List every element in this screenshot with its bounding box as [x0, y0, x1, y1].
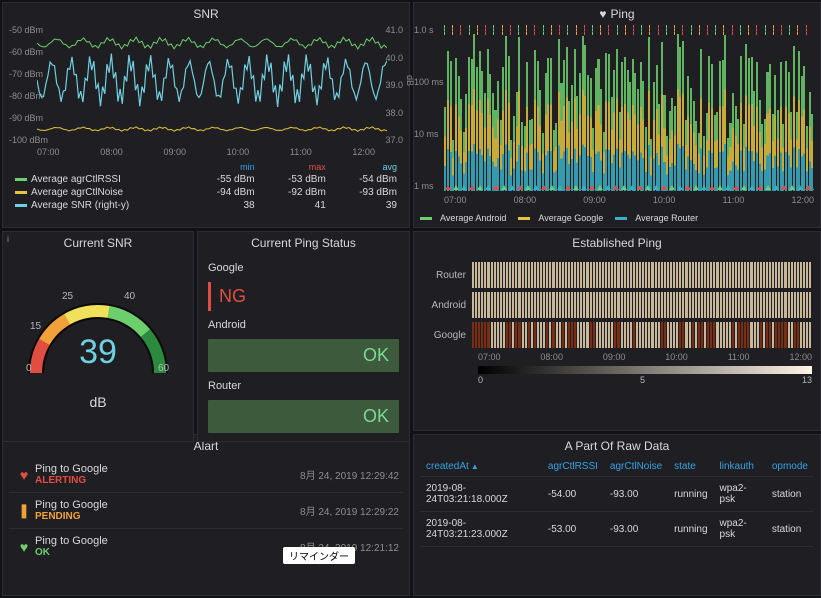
ping-legend: Average Android Average Google Average Rou… — [414, 209, 820, 227]
col-avg[interactable]: avg — [332, 161, 403, 173]
col-max[interactable]: max — [261, 161, 332, 173]
raw-data-panel: A Part Of Raw Data createdAt▲agrCtlRSSIa… — [413, 434, 821, 596]
legend-row[interactable]: Average SNR (right-y)384139 — [9, 199, 403, 212]
est-gradient-ticks: 0513 — [422, 374, 812, 385]
raw-col-linkauth[interactable]: linkauth — [714, 457, 766, 477]
ping-x-axis: 07:0008:0009:0010:0011:0012:00 — [444, 195, 814, 205]
alart-name: Ping to Google — [35, 463, 300, 475]
alart-item[interactable]: ♥ Ping to Google ALERTING 8月 24, 2019 12… — [9, 457, 403, 492]
est-row-bars — [472, 292, 812, 318]
gauge-tick-3: 40 — [124, 291, 135, 302]
cps-label: Android — [208, 319, 399, 331]
ping-y-axis: 1.0 s100 ms10 ms1 ms — [414, 25, 444, 191]
ping-title: ♥Ping — [414, 3, 820, 25]
col-min[interactable]: min — [189, 161, 260, 173]
heart-broken-icon: ♥ — [13, 467, 35, 483]
raw-col-agrCtlRSSI[interactable]: agrCtlRSSI — [542, 457, 604, 477]
raw-col-agrCtlNoise[interactable]: agrCtlNoise — [604, 457, 668, 477]
ping-panel: ♥Ping 1.0 s100 ms10 ms1 ms 07:0008:0009:… — [413, 2, 821, 228]
est-row-label: Google — [422, 330, 472, 341]
gauge-value: 39 — [18, 333, 178, 372]
est-gradient — [478, 366, 812, 374]
est-row-bars — [472, 322, 812, 348]
snr-panel: SNR -50 dBm-60 dBm-70 dBm-80 dBm-90 dBm-… — [2, 2, 410, 228]
tooltip: リマインダー — [283, 547, 355, 564]
raw-col-opmode[interactable]: opmode — [766, 457, 814, 477]
snr-x-axis: 07:0008:0009:0010:0011:0012:00 — [9, 145, 403, 157]
info-icon[interactable]: i — [7, 234, 9, 244]
raw-col-createdAt[interactable]: createdAt▲ — [420, 457, 542, 477]
alart-state: OK — [35, 547, 300, 558]
legend-item[interactable]: Average Android — [420, 213, 506, 223]
cps-label: Router — [208, 380, 399, 392]
est-row-label: Router — [422, 270, 472, 281]
raw-table: createdAt▲agrCtlRSSIagrCtlNoisestatelink… — [420, 457, 814, 547]
gauge-tick-2: 25 — [62, 291, 73, 302]
est-row-bars — [472, 262, 812, 288]
alart-name: Ping to Google — [35, 499, 300, 511]
gauge-title: Current SNR — [3, 232, 193, 254]
gauge-panel: i Current SNR 0 15 25 40 60 39 dB — [2, 231, 194, 442]
ping-triangles — [444, 185, 814, 191]
snr-legend-table: min max avg Average agrCtlRSSI-55 dBm-53… — [9, 161, 403, 212]
cps-title: Current Ping Status — [198, 232, 409, 254]
snr-title: SNR — [3, 3, 409, 25]
gauge: 0 15 25 40 60 39 — [18, 285, 178, 388]
established-ping-panel: Established Ping Router Android Google 07:… — [413, 231, 821, 431]
legend-row[interactable]: Average agrCtlRSSI-55 dBm-53 dBm-54 dBm — [9, 173, 403, 186]
ping-chart[interactable] — [444, 25, 814, 191]
cps-status-router: OK — [208, 400, 399, 433]
alart-item[interactable]: ❚ Ping to Google PENDING 8月 24, 2019 12:… — [9, 492, 403, 528]
alart-name: Ping to Google — [35, 535, 300, 547]
legend-item[interactable]: Average Google — [518, 213, 603, 223]
table-row[interactable]: 2019-08-24T03:21:23.000Z-53.00-93.00runn… — [420, 512, 814, 547]
snr-chart[interactable]: -50 dBm-60 dBm-70 dBm-80 dBm-90 dBm-100 … — [9, 25, 403, 145]
cps-status-android: OK — [208, 339, 399, 372]
alart-panel: Alart ♥ Ping to Google ALERTING 8月 24, 2… — [2, 434, 410, 596]
cps-status-google: NG — [208, 282, 399, 311]
warning-icon: ❚ — [13, 502, 35, 519]
raw-title: A Part Of Raw Data — [414, 435, 820, 457]
ping-status-panel: Current Ping Status Google NG Android OK Rou… — [197, 231, 410, 442]
est-title: Established Ping — [414, 232, 820, 254]
gauge-tick-1: 15 — [30, 321, 41, 332]
alart-state: PENDING — [35, 511, 300, 522]
est-row-label: Android — [422, 300, 472, 311]
alart-state: ALERTING — [35, 475, 300, 486]
heart-icon: ♥ — [599, 7, 606, 21]
gauge-unit: dB — [89, 394, 106, 410]
heart-icon: ♥ — [13, 539, 35, 555]
est-chart[interactable]: Router Android Google — [422, 260, 812, 350]
alart-timestamp: 8月 24, 2019 12:29:42 — [300, 467, 399, 482]
legend-item[interactable]: Average Router — [615, 213, 698, 223]
snr-lines — [37, 25, 387, 145]
alart-timestamp: 8月 24, 2019 12:29:22 — [300, 503, 399, 518]
cps-label: Google — [208, 262, 399, 274]
table-row[interactable]: 2019-08-24T03:21:18.000Z-54.00-93.00runn… — [420, 477, 814, 512]
legend-row[interactable]: Average agrCtlNoise-94 dBm-92 dBm-93 dBm — [9, 186, 403, 199]
raw-col-state[interactable]: state — [668, 457, 713, 477]
est-x-axis: 07:0008:0009:0010:0011:0012:00 — [422, 350, 812, 362]
